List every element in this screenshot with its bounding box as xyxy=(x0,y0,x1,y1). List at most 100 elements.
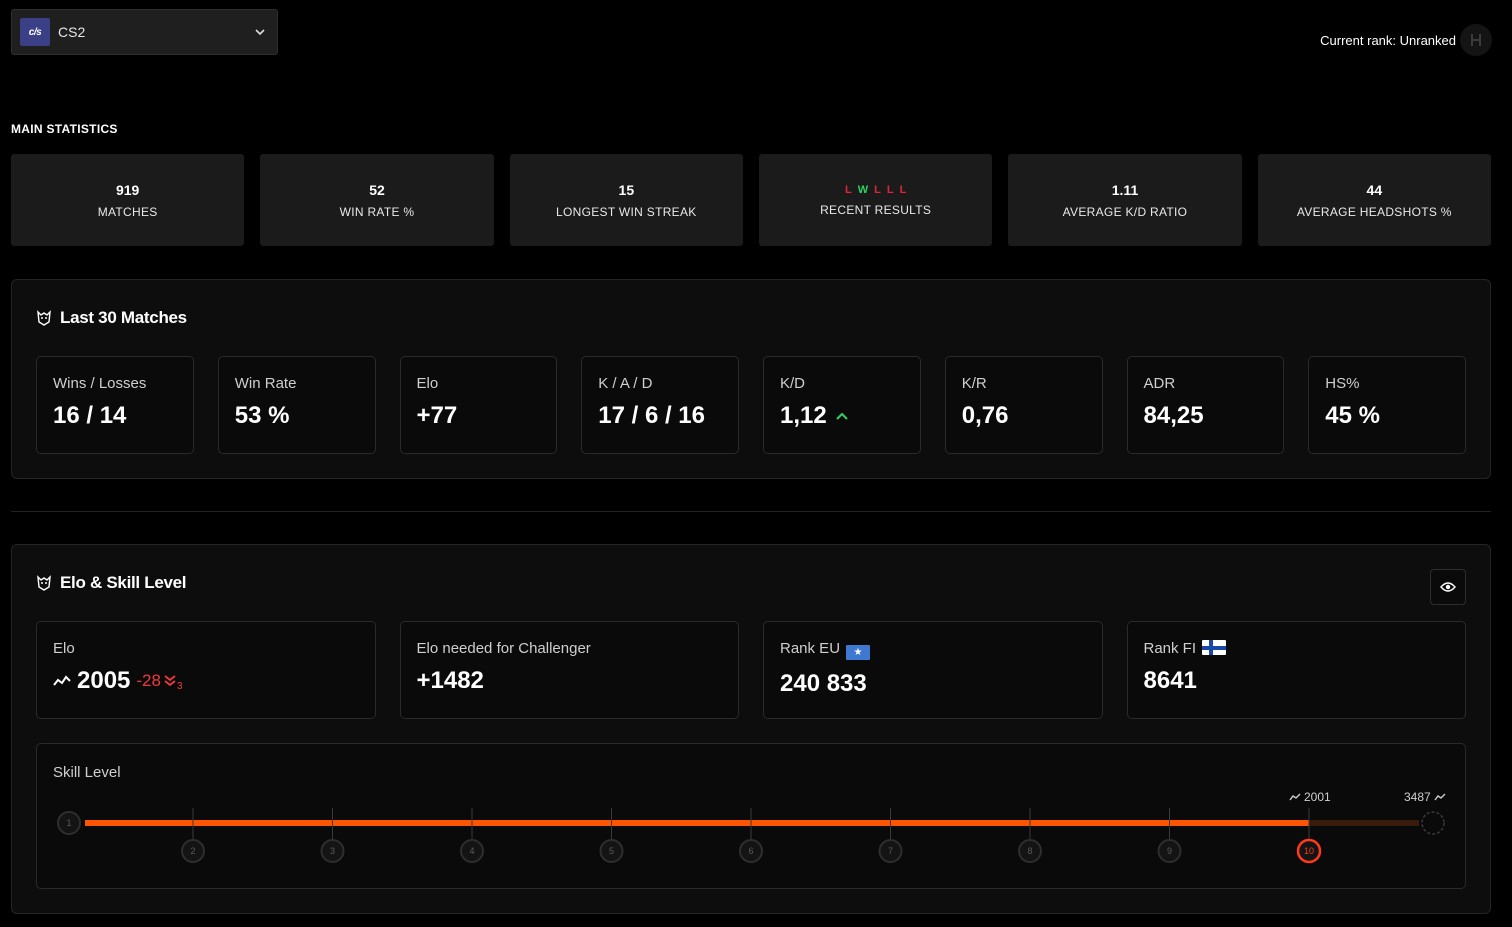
stat-title: K / A / D xyxy=(598,375,653,392)
stat-number: 1,12 xyxy=(780,402,827,429)
stat-number: 17 / 6 / 16 xyxy=(598,402,705,429)
current-rank: Current rank: Unranked xyxy=(1320,24,1492,56)
stat-value: 52 xyxy=(369,181,385,198)
elo-skill-header: Elo & Skill Level xyxy=(36,573,187,593)
rank-fi-label: Rank FI xyxy=(1143,640,1197,657)
chevron-down-icon xyxy=(255,29,265,36)
recent-results: L W L L L xyxy=(845,184,906,196)
stat-card-matches: 919 MATCHES xyxy=(11,154,245,246)
skill-level-label: 2 xyxy=(190,846,195,856)
stat-label: AVERAGE HEADSHOTS % xyxy=(1296,204,1452,219)
current-elo-marker: 2001 xyxy=(1289,790,1331,804)
rank-badge-icon xyxy=(1460,24,1492,56)
skill-level-badge xyxy=(1018,839,1042,863)
elo-stats: Elo 2005 -28 3 Elo needed for Challenger… xyxy=(36,621,1466,719)
result-item: L xyxy=(844,183,852,196)
stat-number: 53 % xyxy=(234,402,290,429)
stat-card-recent-results: L W L L L RECENT RESULTS xyxy=(758,154,993,246)
last-30-matches-header: Last 30 Matches xyxy=(36,308,187,328)
stat-label: MATCHES xyxy=(97,204,158,219)
stat-value: 44 xyxy=(1366,181,1383,198)
stat-number: 240 833 xyxy=(780,670,867,697)
skill-level-label: 6 xyxy=(748,846,753,856)
stat-value: 45 % xyxy=(1325,402,1449,430)
stat-card-kd-ratio: 1.11 AVERAGE K/D RATIO xyxy=(1008,154,1242,246)
skill-level-badge xyxy=(57,811,81,835)
stat-title: Wins / Losses xyxy=(53,375,147,392)
last-30-stats: Wins / Losses 16 / 14 Win Rate 53 % Elo … xyxy=(36,356,1466,454)
stat-number: 0,76 xyxy=(961,402,1009,429)
stat-label: RECENT RESULTS xyxy=(820,202,932,217)
stat-card-hs: HS% 45 % xyxy=(1308,356,1466,454)
skill-level-label: 1 xyxy=(66,818,71,828)
rank-eu-label: Rank EU xyxy=(780,640,841,657)
stat-card-win-rate: 52 WIN RATE % xyxy=(260,154,494,246)
max-elo-marker: 3487 xyxy=(1404,790,1446,804)
stat-card-elo: Elo +77 xyxy=(399,356,558,454)
result-item: L xyxy=(874,183,881,196)
stat-card-headshots: 44 AVERAGE HEADSHOTS % xyxy=(1257,154,1491,246)
stat-card-rank-fi: Rank FI 8641 xyxy=(1126,621,1466,719)
elo-change: -28 xyxy=(136,671,161,690)
stat-value: 919 xyxy=(115,181,140,198)
stat-card-elo: Elo 2005 -28 3 xyxy=(36,621,376,719)
result-item: L xyxy=(886,183,894,196)
stat-card-adr: ADR 84,25 xyxy=(1126,356,1285,454)
stat-title: Rank FI xyxy=(1144,640,1450,657)
skill-level-label: 3 xyxy=(330,846,335,856)
elo-change-sub: 3 xyxy=(176,681,183,692)
skill-level-badge xyxy=(181,839,205,863)
stat-card-kr: K/R 0,76 xyxy=(944,356,1103,454)
finland-flag-icon xyxy=(1202,640,1227,655)
toggle-visibility-button[interactable] xyxy=(1430,569,1466,605)
stat-value: 240 833 xyxy=(780,670,1086,698)
stat-title: Elo needed for Challenger xyxy=(416,640,591,657)
section-divider xyxy=(11,511,1491,512)
current-rank-text: Current rank: Unranked xyxy=(1320,32,1456,48)
stat-value: +1482 xyxy=(417,667,723,695)
skill-level-track: 1 2 3 4 5 6 7 8 9 10 xyxy=(57,808,1445,864)
stat-title: Win Rate xyxy=(234,375,297,392)
stat-value: 84,25 xyxy=(1144,402,1268,430)
skill-level-badge xyxy=(460,839,484,863)
eye-icon xyxy=(1440,582,1456,592)
stat-value: 8641 xyxy=(1144,667,1450,695)
last-30-matches-panel: Last 30 Matches Wins / Losses 16 / 14 Wi… xyxy=(11,279,1491,479)
elo-trend-icon xyxy=(53,675,71,686)
result-item: L xyxy=(899,183,907,196)
game-select-label: CS2 xyxy=(58,24,86,40)
stat-value: 15 xyxy=(618,181,635,198)
stat-card-win-rate: Win Rate 53 % xyxy=(217,356,376,454)
faceit-cat-icon xyxy=(37,575,51,591)
skill-level-label: 10 xyxy=(1304,846,1314,856)
skill-level-card: Skill Level 2001 3487 1 2 3 4 5 6 7 8 9 10 xyxy=(36,743,1466,889)
skill-level-badge xyxy=(739,839,763,863)
elo-skill-title: Elo & Skill Level xyxy=(60,573,187,592)
elo-trend-icon xyxy=(1434,793,1446,801)
stat-number: +1482 xyxy=(416,667,484,694)
stat-card-wins-losses: Wins / Losses 16 / 14 xyxy=(36,356,194,454)
skill-level-badge xyxy=(320,839,345,863)
skill-level-badge xyxy=(599,839,624,863)
stat-number: 16 / 14 xyxy=(53,402,127,429)
faceit-cat-icon xyxy=(37,310,51,326)
game-select[interactable]: c/s CS2 xyxy=(11,9,278,55)
stat-card-kd: K/D 1,12 xyxy=(763,356,921,454)
skill-level-badge xyxy=(1296,838,1322,864)
elo-number: 2005 xyxy=(77,667,131,694)
last-30-matches-title: Last 30 Matches xyxy=(60,308,187,327)
stat-number: 84,25 xyxy=(1143,402,1204,429)
stat-title: K/R xyxy=(961,375,987,392)
current-elo-label: 2001 xyxy=(1304,790,1331,804)
stat-title: Rank EU ★ xyxy=(780,640,1086,660)
stat-value: +77 xyxy=(417,402,541,430)
stat-title: HS% xyxy=(1325,375,1360,392)
stat-card-longest-streak: 15 LONGEST WIN STREAK xyxy=(509,154,743,246)
elo-skill-panel: Elo & Skill Level Elo 2005 -28 3 Elo nee… xyxy=(11,544,1491,914)
eu-flag-icon: ★ xyxy=(846,645,871,660)
stat-value: 1.11 xyxy=(1111,181,1139,198)
skill-progress-remaining xyxy=(1309,820,1419,826)
main-statistics: 919 MATCHES 52 WIN RATE % 15 LONGEST WIN… xyxy=(11,154,1491,246)
skill-level-label: 4 xyxy=(469,846,474,856)
stat-value: 16 / 14 xyxy=(53,402,177,430)
